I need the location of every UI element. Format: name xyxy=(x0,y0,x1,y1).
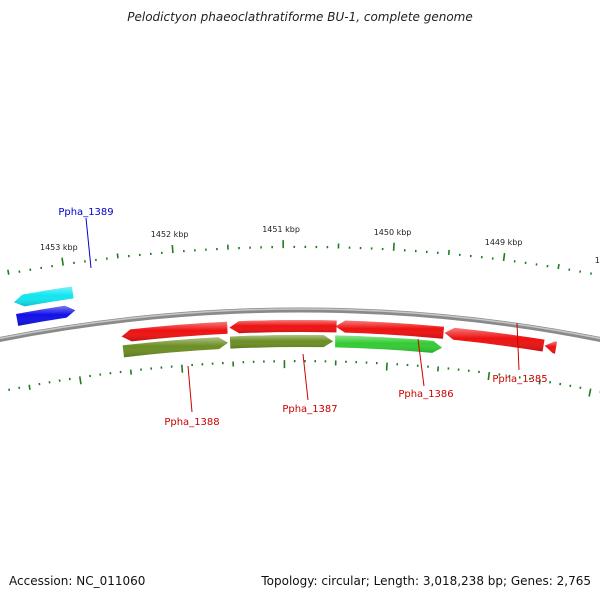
gene-arrow-shading xyxy=(229,335,334,349)
gene-arrow-shading xyxy=(121,321,228,342)
gene-labels: Ppha_1389 Ppha_1388 Ppha_1387 Ppha_1386 Ppha… xyxy=(58,207,547,428)
tick-label: 1452 kbp xyxy=(151,230,189,239)
leader-line xyxy=(417,338,425,387)
gene-label[interactable]: Ppha_1385 xyxy=(492,374,547,385)
tick-label: 1449 kbp xyxy=(485,238,523,247)
tick-mark xyxy=(116,253,119,259)
tick-mark xyxy=(487,371,491,381)
tick-label: 1450 kbp xyxy=(374,228,412,237)
leader-line xyxy=(302,353,309,401)
tick-mark xyxy=(588,388,592,397)
gene-label[interactable]: Ppha_1386 xyxy=(398,389,453,400)
tick-mark xyxy=(171,245,174,254)
leader-line xyxy=(516,322,520,371)
gene-label[interactable]: Ppha_1389 xyxy=(58,207,113,218)
leader-line xyxy=(85,217,92,269)
tick-mark xyxy=(28,384,31,390)
tick-mark xyxy=(7,269,10,275)
map-title: Pelodictyon phaeoclathratiforme BU-1, co… xyxy=(127,10,473,24)
tick-mark xyxy=(78,376,82,385)
outer-tick-ring xyxy=(7,240,593,275)
tick-mark xyxy=(129,369,133,375)
inner-tick-ring xyxy=(0,360,600,397)
gene-arrow-shading xyxy=(122,337,229,358)
topology-summary: Topology: circular; Length: 3,018,238 bp… xyxy=(261,574,591,588)
gene-features[interactable] xyxy=(0,286,600,438)
genome-backbone xyxy=(0,307,600,343)
tick-mark xyxy=(538,379,541,385)
tick-mark xyxy=(61,257,65,266)
leader-line xyxy=(187,365,193,413)
gene-label[interactable]: Ppha_1388 xyxy=(164,417,219,428)
tick-mark xyxy=(181,364,184,373)
gene-arrow-shading xyxy=(13,286,74,307)
tick-label: 1448 kbp xyxy=(595,256,600,265)
gene-arrow-shading xyxy=(335,335,443,353)
tick-labels: 1448 kbp 1449 kbp 1450 kbp 1451 kbp 1452 kbp… xyxy=(40,225,600,265)
genome-backbone-highlight xyxy=(0,308,600,340)
tick-mark xyxy=(557,263,560,270)
tick-label: 1451 kbp xyxy=(262,225,300,234)
gene-arrow-shading xyxy=(444,327,545,352)
gene-arrow-shading xyxy=(335,320,445,339)
gene-arrow-shading xyxy=(16,305,76,326)
tick-mark xyxy=(502,252,506,262)
gene-label[interactable]: Ppha_1387 xyxy=(282,404,337,415)
accession-text: Accession: NC_011060 xyxy=(9,574,146,588)
gene-arrow-shading xyxy=(544,341,557,354)
gene-arrow-shading xyxy=(229,320,337,334)
tick-label: 1453 kbp xyxy=(40,243,78,252)
